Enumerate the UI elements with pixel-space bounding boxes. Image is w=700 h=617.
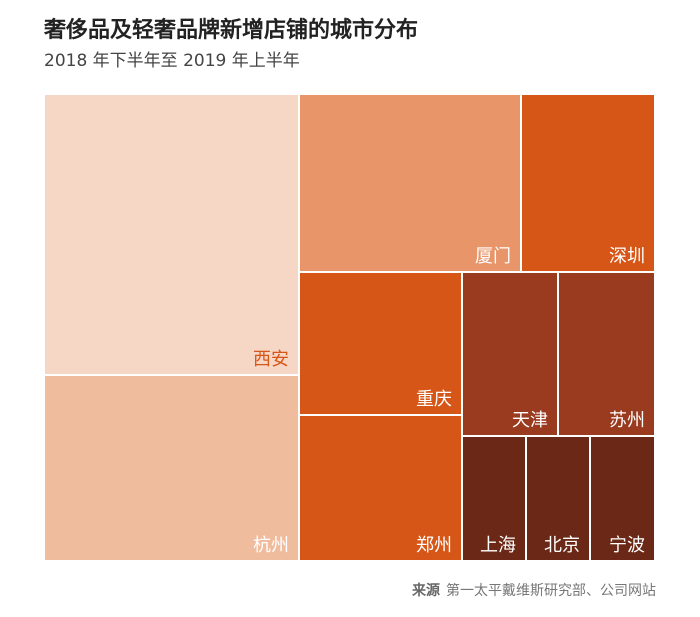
treemap-label-suzhou: 苏州 <box>609 410 645 431</box>
treemap-label-shenzhen: 深圳 <box>609 246 645 267</box>
treemap-label-shanghai: 上海 <box>480 535 516 556</box>
treemap-label-tianjin: 天津 <box>512 410 548 431</box>
treemap-label-xiamen: 厦门 <box>475 246 511 267</box>
treemap-cell-shanghai <box>461 435 527 562</box>
source-text: 第一太平戴维斯研究部、公司网站 <box>446 583 656 599</box>
treemap-label-beijing: 北京 <box>544 535 580 556</box>
treemap-label-chongqing: 重庆 <box>416 389 452 410</box>
treemap-cell-ningbo <box>589 435 656 562</box>
source-label: 来源 <box>412 583 440 599</box>
treemap-cell-beijing <box>525 435 591 562</box>
treemap-label-xian: 西安 <box>253 349 289 370</box>
treemap-label-hangzhou: 杭州 <box>253 535 289 556</box>
treemap-cell-hangzhou <box>43 374 300 562</box>
treemap-label-ningbo: 宁波 <box>609 535 645 556</box>
source-note: 来源 第一太平戴维斯研究部、公司网站 <box>412 580 656 600</box>
treemap-cell-xian <box>43 93 300 376</box>
treemap-cell-shenzhen <box>520 93 656 273</box>
treemap-cell-zhengzhou <box>298 414 463 562</box>
treemap-cell-xiamen <box>298 93 522 273</box>
chart-subtitle: 2018 年下半年至 2019 年上半年 <box>44 51 300 71</box>
chart-title: 奢侈品及轻奢品牌新增店铺的城市分布 <box>44 18 419 43</box>
treemap-label-zhengzhou: 郑州 <box>416 535 452 556</box>
